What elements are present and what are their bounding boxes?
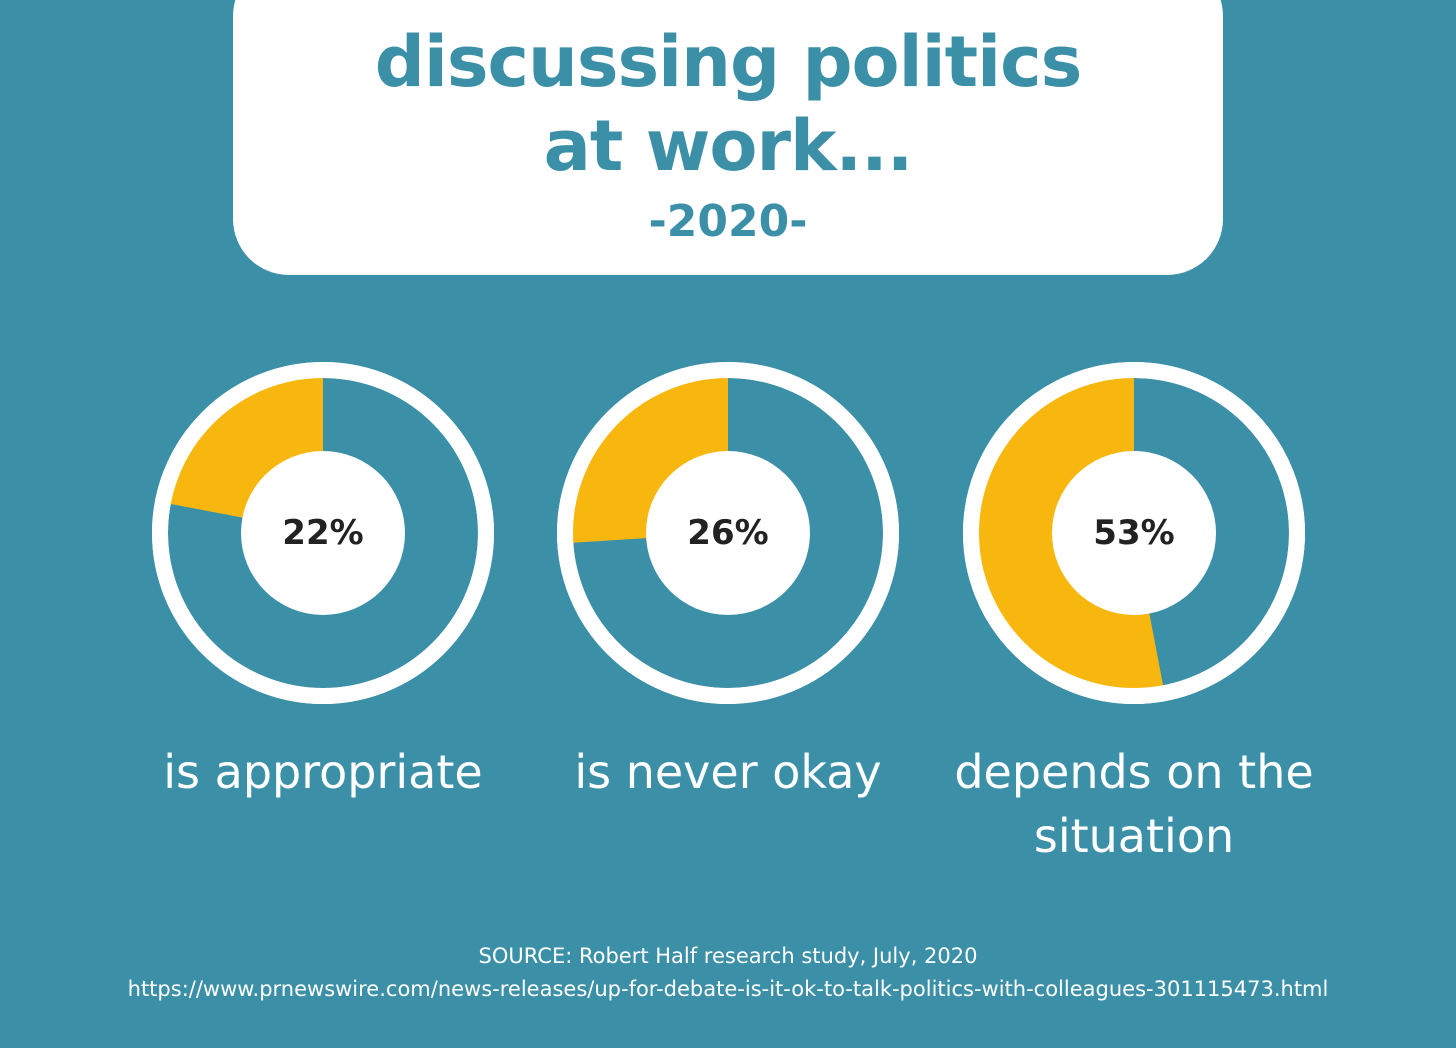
- donut-value-label-2: 26%: [687, 513, 769, 553]
- page-title-line-2: at work...: [543, 105, 914, 187]
- donut-svg-3: [963, 362, 1305, 704]
- page-title-line-1: discussing politics: [374, 21, 1083, 103]
- donut-svg-2: [557, 362, 899, 704]
- donut-ring-outline: [152, 362, 494, 704]
- title-card: discussing politics at work... -2020-: [233, 0, 1223, 275]
- donut-svg-1: [152, 362, 494, 704]
- donut-hole: [646, 451, 810, 615]
- donut-caption-1: is appropriate: [163, 745, 483, 799]
- source-url: https://www.prnewswire.com/news-releases…: [127, 977, 1329, 1001]
- donut-value-label-1: 22%: [282, 513, 364, 553]
- donut-caption-2: is never okay: [574, 745, 882, 799]
- donut-chart-1: 22%: [143, 353, 503, 713]
- donut-hole: [1052, 451, 1216, 615]
- donut-ring-outline: [963, 362, 1305, 704]
- page-subtitle: -2020-: [648, 196, 808, 247]
- donut-ring-outline: [557, 362, 899, 704]
- donut-chart-2: 26%: [548, 353, 908, 713]
- donut-chart-3: 53%: [954, 353, 1314, 713]
- donut-caption-3: depends on the situation: [954, 745, 1314, 863]
- donut-value-label-3: 53%: [1093, 513, 1175, 553]
- donut-hole: [241, 451, 405, 615]
- source-note: SOURCE: Robert Half research study, July…: [0, 940, 1456, 1006]
- source-text: SOURCE: Robert Half research study, July…: [478, 944, 978, 968]
